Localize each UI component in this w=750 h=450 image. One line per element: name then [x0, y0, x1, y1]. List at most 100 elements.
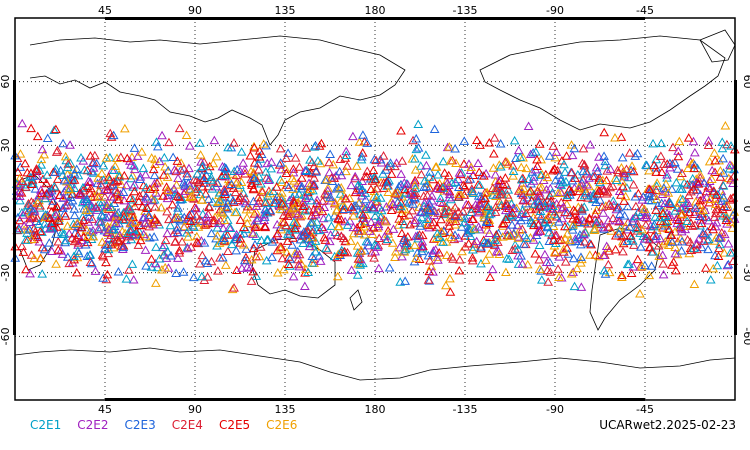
observation-marker [248, 229, 258, 238]
observation-marker [341, 166, 351, 176]
observation-marker [550, 247, 560, 256]
observation-marker [174, 192, 185, 201]
observation-marker [336, 231, 347, 240]
observation-marker [366, 184, 376, 193]
observation-marker [46, 207, 57, 216]
observation-marker [676, 226, 687, 236]
observation-marker [433, 170, 443, 179]
observation-marker [200, 255, 211, 265]
observation-marker [299, 190, 310, 199]
observation-marker [28, 211, 39, 220]
observation-marker [715, 172, 726, 181]
observation-marker [522, 259, 533, 269]
coast-antarctica [14, 347, 736, 381]
observation-marker [400, 204, 410, 214]
observation-marker [657, 223, 668, 232]
observation-marker [644, 270, 655, 280]
observation-marker [505, 231, 516, 240]
observation-marker [225, 223, 236, 233]
observation-marker [385, 158, 396, 167]
observation-marker [118, 242, 129, 252]
observation-marker [550, 164, 560, 173]
observation-marker [115, 152, 126, 161]
observation-marker [283, 148, 293, 157]
observation-marker [135, 235, 146, 245]
observation-marker [345, 236, 356, 245]
observation-marker [383, 187, 394, 196]
observation-marker [140, 245, 151, 254]
observation-marker [470, 224, 481, 234]
observation-marker [288, 164, 299, 173]
coast-eurasia [29, 35, 406, 146]
observation-marker [256, 235, 267, 245]
observation-marker [138, 229, 149, 239]
observation-marker [715, 239, 725, 249]
observation-marker [705, 194, 716, 203]
observation-marker [641, 220, 651, 229]
observation-marker [600, 160, 610, 170]
observation-marker [449, 234, 460, 244]
observation-marker [51, 259, 61, 268]
observation-marker [608, 213, 618, 223]
observation-marker [204, 201, 214, 211]
observation-marker [129, 201, 140, 211]
observation-marker [154, 175, 164, 185]
observation-marker [576, 204, 587, 214]
observation-marker [439, 206, 450, 216]
observation-marker [646, 261, 657, 270]
observation-marker [513, 244, 523, 253]
observation-marker [289, 198, 300, 207]
observation-marker [350, 187, 361, 197]
observation-marker [548, 235, 559, 244]
observation-marker [488, 149, 499, 158]
bottom-lon-tick: -45 [636, 403, 654, 416]
observation-marker [507, 208, 518, 217]
observation-marker [428, 234, 439, 243]
observation-marker [585, 139, 596, 149]
observation-marker [213, 218, 224, 227]
observation-marker [356, 245, 367, 255]
observation-marker [229, 138, 239, 147]
observation-marker [671, 177, 682, 187]
observation-marker [144, 184, 155, 193]
observation-marker [117, 226, 128, 236]
observation-marker [654, 251, 665, 260]
observation-marker [543, 277, 554, 286]
observation-marker [589, 171, 600, 180]
observation-marker [495, 175, 506, 184]
observation-marker [453, 233, 464, 242]
observation-marker [409, 240, 420, 249]
observation-marker [129, 143, 140, 152]
observation-marker [494, 196, 505, 205]
observation-marker [359, 222, 369, 231]
observation-marker [315, 158, 326, 168]
observation-marker [348, 131, 358, 141]
observation-marker [237, 263, 247, 272]
observation-marker [503, 159, 514, 168]
observation-marker [240, 193, 251, 203]
observation-marker [83, 231, 93, 240]
observation-marker [200, 188, 211, 198]
observation-marker [569, 281, 580, 291]
observation-marker [342, 220, 353, 229]
observation-marker [494, 249, 505, 258]
observation-marker [430, 244, 441, 254]
observation-marker [532, 161, 543, 171]
observation-marker [37, 227, 47, 236]
observation-marker [422, 178, 433, 187]
observation-marker [445, 156, 456, 165]
observation-marker [97, 237, 108, 246]
observation-marker [150, 278, 161, 287]
observation-marker [658, 238, 669, 248]
observation-marker [536, 275, 547, 284]
observation-marker [207, 197, 218, 206]
observation-marker [533, 226, 544, 236]
observation-marker [133, 196, 144, 206]
observation-marker [69, 204, 80, 213]
observation-marker [495, 162, 506, 171]
observation-marker [626, 268, 637, 278]
observation-marker [444, 142, 455, 151]
observation-marker [88, 231, 99, 241]
observation-marker [410, 165, 421, 174]
observation-marker [567, 167, 577, 177]
